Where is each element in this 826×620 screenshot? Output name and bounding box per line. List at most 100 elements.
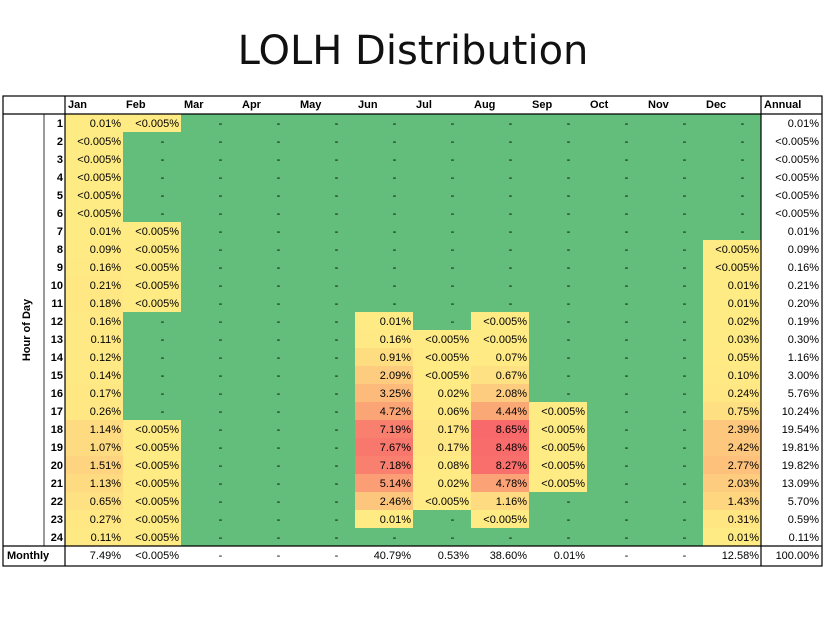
heat-cell [645,294,703,312]
heat-cell [355,114,413,132]
cell-value: - [625,334,629,346]
cell-value: - [683,172,687,184]
heat-cell [297,222,355,240]
heat-cell [65,240,123,258]
cell-value: - [335,244,339,256]
heat-cell [355,528,413,546]
heat-cell [355,312,413,330]
heat-cell [703,312,761,330]
column-header: Jun [358,99,378,111]
cell-value: - [277,316,281,328]
heat-cell [239,312,297,330]
cell-value: 4.78% [496,478,527,490]
cell-value: <0.005% [135,244,179,256]
heat-cell [471,348,529,366]
cell-value: - [277,478,281,490]
heat-cell [413,402,471,420]
heat-cell [471,312,529,330]
heat-cell [529,384,587,402]
cell-value: - [335,136,339,148]
monthly-value: 7.49% [90,550,121,562]
cell-value: <0.005% [425,370,469,382]
heat-cell [471,366,529,384]
cell-value: - [277,226,281,238]
heat-cell [645,150,703,168]
heat-cell [239,402,297,420]
cell-value: - [335,208,339,220]
row-label: 6 [57,208,63,220]
heat-cell [645,366,703,384]
cell-value: - [451,172,455,184]
cell-value: - [451,136,455,148]
heat-cell [355,438,413,456]
heat-cell [587,528,645,546]
row-label: 13 [51,334,63,346]
cell-value: - [509,172,513,184]
heat-cell [239,438,297,456]
cell-value: - [161,136,165,148]
heat-cell [297,294,355,312]
heat-cell [529,114,587,132]
annual-value: 19.81% [782,442,820,454]
row-label: 4 [57,172,64,184]
heat-cell [645,474,703,492]
heat-cell [703,186,761,204]
cell-value: 0.24% [728,388,759,400]
cell-value: <0.005% [135,442,179,454]
cell-value: - [509,280,513,292]
heat-cell [413,294,471,312]
cell-value: - [509,226,513,238]
heat-cell [123,276,181,294]
heat-cell [65,132,123,150]
heat-cell [123,474,181,492]
cell-value: - [683,424,687,436]
cell-value: - [741,154,745,166]
heat-cell [471,168,529,186]
cell-value: - [683,226,687,238]
heat-cell [123,384,181,402]
heat-cell [355,204,413,222]
heat-cell [413,222,471,240]
cell-value: - [625,478,629,490]
cell-value: - [451,244,455,256]
cell-value: 0.01% [728,532,759,544]
heat-cell [297,258,355,276]
heat-cell [65,456,123,474]
heat-cell [703,276,761,294]
annual-value: 19.54% [782,424,820,436]
cell-value: - [625,118,629,130]
heat-cell [65,510,123,528]
cell-value: 0.21% [90,280,121,292]
annual-value: 0.09% [788,244,819,256]
cell-value: - [219,136,223,148]
heat-cell [297,456,355,474]
cell-value: - [567,172,571,184]
heat-cell [703,456,761,474]
heat-cell [297,366,355,384]
heat-cell [181,294,239,312]
cell-value: - [683,370,687,382]
annual-value: 0.59% [788,514,819,526]
heat-cell [587,204,645,222]
heat-cell [123,294,181,312]
heat-cell [181,258,239,276]
heat-cell [529,456,587,474]
monthly-value: 12.58% [722,550,760,562]
heat-cell [471,204,529,222]
table-border [2,95,823,567]
monthly-value: 0.01% [554,550,585,562]
heat-cell [297,438,355,456]
heat-cell [645,456,703,474]
cell-value: - [509,532,513,544]
heat-cell [703,114,761,132]
column-header: May [300,99,322,111]
heat-cell [239,258,297,276]
heat-cell [587,312,645,330]
cell-value: - [335,352,339,364]
row-label: 16 [51,388,63,400]
heat-cell [587,132,645,150]
annual-value: <0.005% [775,208,819,220]
cell-value: - [219,478,223,490]
cell-value: - [683,532,687,544]
